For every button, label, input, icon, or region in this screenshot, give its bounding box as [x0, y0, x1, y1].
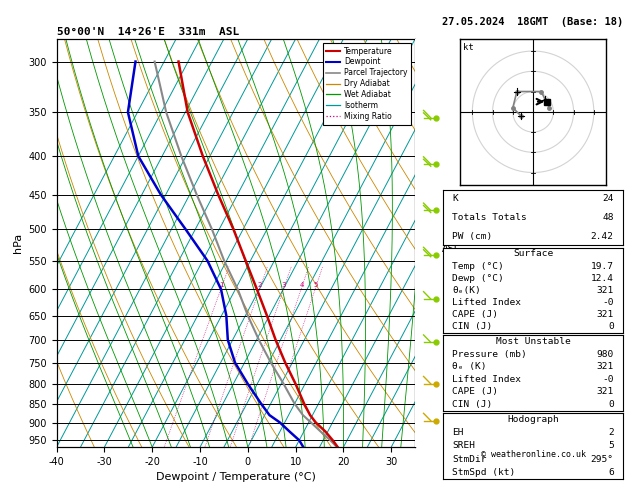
Text: 2: 2 — [608, 428, 614, 437]
Y-axis label: km
ASL: km ASL — [442, 232, 460, 254]
Text: -0: -0 — [602, 375, 614, 384]
Text: EH: EH — [452, 428, 464, 437]
Text: 321: 321 — [596, 310, 614, 319]
Text: StmSpd (kt): StmSpd (kt) — [452, 468, 516, 477]
Legend: Temperature, Dewpoint, Parcel Trajectory, Dry Adiabat, Wet Adiabat, Isotherm, Mi: Temperature, Dewpoint, Parcel Trajectory… — [323, 43, 411, 125]
Text: 48: 48 — [602, 213, 614, 222]
Text: 1: 1 — [219, 282, 223, 288]
Text: 5: 5 — [313, 282, 318, 288]
Text: -0: -0 — [602, 298, 614, 307]
Text: θₑ (K): θₑ (K) — [452, 362, 487, 371]
Text: 27.05.2024  18GMT  (Base: 18): 27.05.2024 18GMT (Base: 18) — [442, 17, 624, 27]
Text: 24: 24 — [602, 194, 614, 203]
Text: 3: 3 — [282, 282, 286, 288]
Text: Lifted Index: Lifted Index — [452, 298, 521, 307]
Text: 19.7: 19.7 — [591, 261, 614, 271]
Text: CIN (J): CIN (J) — [452, 400, 493, 409]
Text: 321: 321 — [596, 387, 614, 397]
Text: K: K — [452, 194, 458, 203]
Y-axis label: hPa: hPa — [13, 233, 23, 253]
Text: 321: 321 — [596, 286, 614, 295]
Text: CAPE (J): CAPE (J) — [452, 310, 498, 319]
Text: 5: 5 — [608, 441, 614, 451]
Text: θₑ(K): θₑ(K) — [452, 286, 481, 295]
Text: Hodograph: Hodograph — [507, 415, 559, 424]
Text: 321: 321 — [596, 362, 614, 371]
Text: 2: 2 — [258, 282, 262, 288]
Text: 6: 6 — [608, 468, 614, 477]
Text: Totals Totals: Totals Totals — [452, 213, 527, 222]
Text: 0: 0 — [608, 400, 614, 409]
Text: CIN (J): CIN (J) — [452, 322, 493, 331]
Text: 4: 4 — [299, 282, 304, 288]
Text: Surface: Surface — [513, 249, 553, 259]
Text: Most Unstable: Most Unstable — [496, 337, 571, 346]
Text: PW (cm): PW (cm) — [452, 232, 493, 241]
Text: Dewp (°C): Dewp (°C) — [452, 274, 504, 283]
Text: Lifted Index: Lifted Index — [452, 375, 521, 384]
Text: 12.4: 12.4 — [591, 274, 614, 283]
Text: © weatheronline.co.uk: © weatheronline.co.uk — [481, 450, 586, 459]
Text: 0: 0 — [608, 322, 614, 331]
Text: LCL: LCL — [420, 410, 435, 419]
Text: 2.42: 2.42 — [591, 232, 614, 241]
Text: 980: 980 — [596, 349, 614, 359]
Text: Temp (°C): Temp (°C) — [452, 261, 504, 271]
Text: StmDir: StmDir — [452, 454, 487, 464]
Text: Pressure (mb): Pressure (mb) — [452, 349, 527, 359]
Text: Mixing Ratio (g/kg): Mixing Ratio (g/kg) — [418, 192, 428, 294]
Text: 295°: 295° — [591, 454, 614, 464]
Text: CAPE (J): CAPE (J) — [452, 387, 498, 397]
X-axis label: Dewpoint / Temperature (°C): Dewpoint / Temperature (°C) — [156, 472, 316, 483]
Text: SREH: SREH — [452, 441, 476, 451]
Text: 50°00'N  14°26'E  331m  ASL: 50°00'N 14°26'E 331m ASL — [57, 27, 239, 37]
Text: kt: kt — [463, 43, 474, 52]
